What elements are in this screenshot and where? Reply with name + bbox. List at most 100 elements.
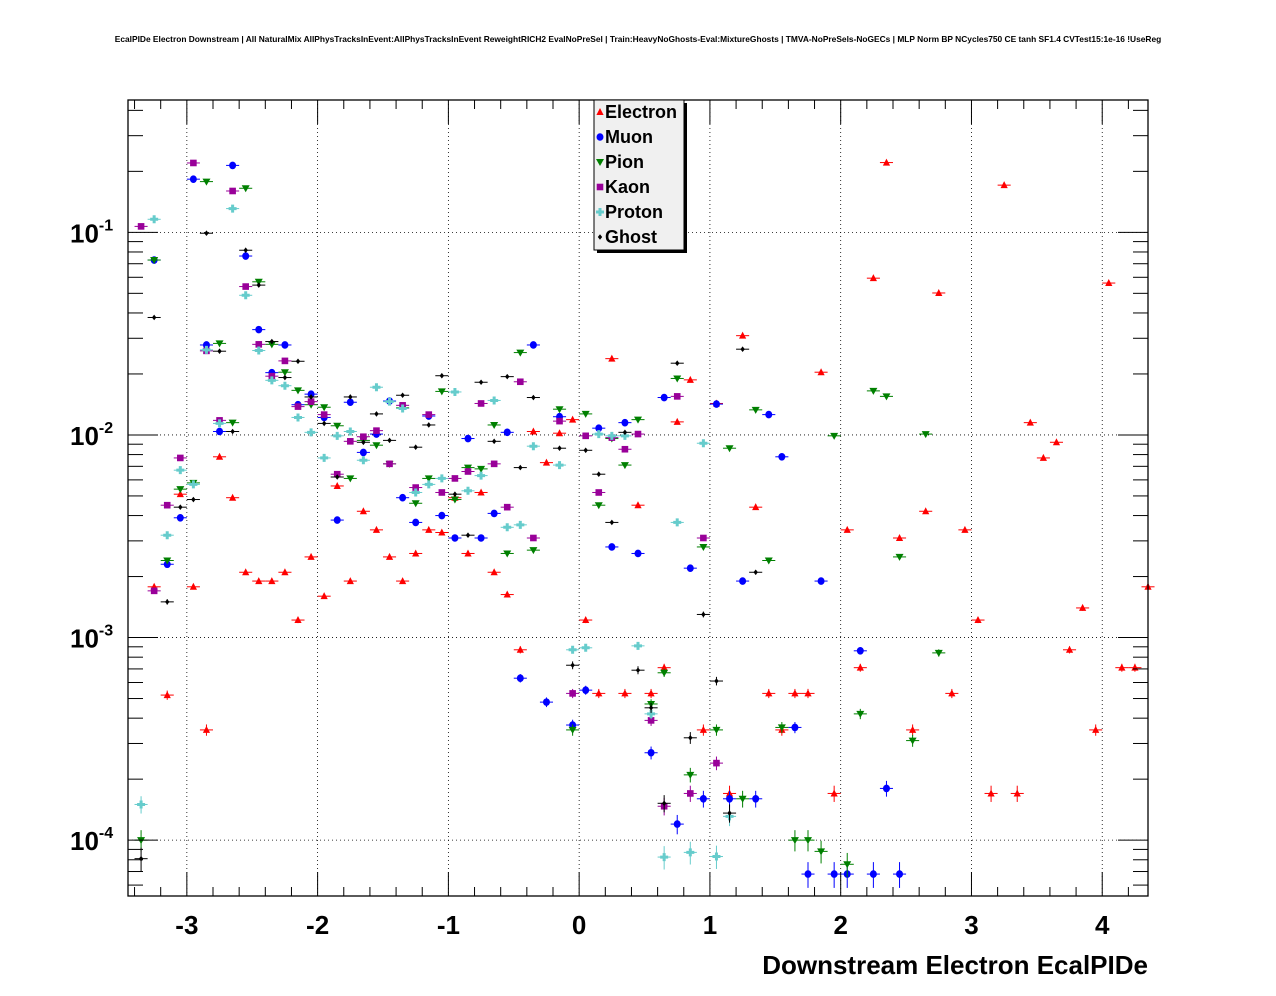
electron-point: [736, 331, 750, 339]
grid: [128, 100, 1148, 896]
pion-marker: [764, 557, 773, 565]
pion-marker: [686, 771, 695, 779]
pion-marker: [568, 726, 577, 734]
proton-marker: [228, 204, 237, 213]
proton-marker: [294, 413, 302, 422]
ghost-point: [566, 661, 580, 670]
pion-point: [199, 178, 213, 186]
proton-point: [605, 431, 619, 440]
pion-marker: [464, 464, 472, 472]
ghost-marker: [282, 374, 288, 381]
proton-marker: [163, 531, 172, 540]
muon-marker: [817, 577, 825, 585]
muon-point: [827, 862, 841, 888]
proton-marker: [359, 456, 368, 465]
ghost-marker: [295, 358, 301, 365]
kaon-marker: [595, 489, 603, 496]
electron-point: [618, 688, 632, 699]
proton-point: [134, 796, 148, 814]
electron-marker: [359, 507, 367, 515]
proton-marker: [647, 709, 656, 718]
proton-point: [160, 531, 174, 540]
proton-point: [435, 474, 449, 483]
electron-marker: [935, 288, 943, 296]
pion-point: [762, 557, 776, 565]
kaon-marker: [569, 690, 576, 697]
electron-marker: [987, 789, 995, 797]
ghost-point: [186, 496, 200, 503]
kaon-point: [696, 534, 710, 542]
pion-marker: [450, 496, 459, 504]
electron-point: [553, 429, 567, 437]
proton-point: [173, 466, 187, 475]
proton-marker: [320, 453, 329, 462]
electron-marker: [569, 415, 577, 423]
kaon-marker: [687, 790, 694, 797]
kaon-point: [448, 475, 462, 482]
proton-marker: [620, 431, 629, 440]
kaon-marker: [137, 223, 145, 230]
data-points: [134, 158, 1155, 888]
pion-marker: [477, 465, 486, 473]
muon-marker: [412, 518, 420, 527]
proton-marker: [450, 387, 459, 396]
muon-marker: [202, 341, 210, 349]
y-tick-exponent: -2: [99, 420, 113, 437]
kaon-point: [265, 372, 279, 380]
kaon-point: [317, 411, 331, 418]
muon-marker: [791, 723, 799, 732]
electron-point: [186, 582, 200, 590]
pion-marker: [660, 669, 669, 677]
proton-marker: [464, 486, 472, 495]
muon-point: [513, 674, 527, 683]
pion-point: [592, 502, 606, 510]
kaon-marker: [255, 341, 263, 348]
proton-point: [579, 643, 593, 652]
muon-marker: [804, 870, 812, 878]
pion-point: [736, 790, 750, 808]
proton-point: [356, 456, 370, 465]
electron-marker: [1092, 725, 1100, 733]
legend-label-muon: Muon: [605, 127, 653, 147]
ghost-point: [422, 422, 436, 428]
kaon-point: [553, 417, 567, 425]
proton-marker: [346, 427, 355, 436]
ghost-point: [304, 394, 318, 400]
pion-point: [487, 421, 501, 429]
proton-point: [226, 204, 240, 213]
electron-point: [1115, 663, 1129, 672]
electron-marker: [333, 481, 341, 489]
y-tick-label: 10-3: [70, 623, 113, 654]
muon-point: [670, 814, 684, 835]
pion-marker: [320, 404, 329, 412]
proton-marker: [424, 480, 433, 489]
kaon-marker: [412, 484, 419, 491]
ghost-point: [330, 474, 344, 480]
electron-marker: [385, 552, 394, 560]
electron-marker: [948, 689, 956, 697]
ghost-marker: [518, 464, 523, 471]
proton-marker: [333, 431, 342, 440]
proton-marker: [594, 430, 603, 439]
electron-point: [513, 645, 527, 654]
electron-point: [526, 427, 540, 435]
electron-point: [592, 688, 606, 699]
kaon-point: [383, 460, 397, 468]
muon-point: [304, 390, 318, 398]
proton-point: [199, 345, 213, 354]
pion-point: [448, 496, 462, 504]
proton-point: [487, 396, 501, 405]
ghost-marker: [439, 372, 445, 379]
pion-marker: [777, 724, 786, 732]
kaon-point: [239, 283, 253, 290]
electron-point: [801, 688, 815, 699]
electron-point: [487, 568, 501, 576]
electron-point: [173, 490, 187, 498]
kaon-marker: [490, 460, 498, 468]
electron-marker: [242, 568, 250, 576]
muon-marker: [346, 398, 354, 407]
pion-marker: [254, 278, 263, 286]
electron-point: [461, 549, 475, 557]
electron-marker: [791, 689, 799, 697]
muon-marker: [189, 175, 197, 183]
